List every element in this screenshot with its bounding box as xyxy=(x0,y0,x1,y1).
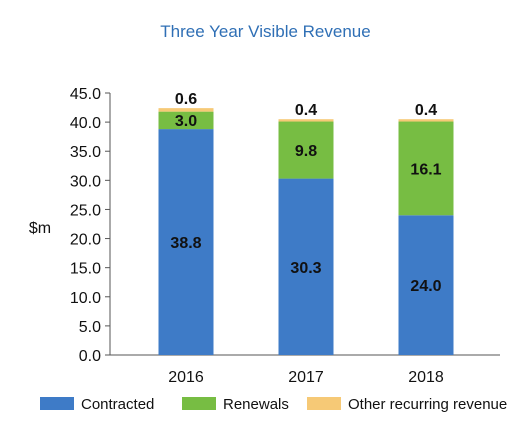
bar-contracted-2017 xyxy=(278,178,334,355)
legend-swatch-contracted xyxy=(40,397,74,410)
data-label: 24.0 xyxy=(410,278,441,295)
y-tick-label: 25.0 xyxy=(70,202,101,219)
y-tick-label: 45.0 xyxy=(70,86,101,103)
bar-renewals-2018 xyxy=(398,121,454,216)
y-tick-label: 5.0 xyxy=(79,319,101,336)
y-tick-label: 35.0 xyxy=(70,144,101,161)
data-label: 16.1 xyxy=(410,161,441,178)
legend-swatch-renewals xyxy=(182,397,216,410)
data-label: 30.3 xyxy=(290,260,321,277)
legend-label: Contracted xyxy=(81,396,154,413)
bar-other-recurring-revenue-2017 xyxy=(278,119,334,122)
data-label: 0.6 xyxy=(175,91,197,108)
data-label: 0.4 xyxy=(415,102,437,119)
y-tick-label: 30.0 xyxy=(70,173,101,190)
legend-label: Other recurring revenue xyxy=(348,396,507,413)
bar-other-recurring-revenue-2018 xyxy=(398,119,454,122)
chart-title: Three Year Visible Revenue xyxy=(160,22,371,41)
bar-other-recurring-revenue-2016 xyxy=(158,108,214,112)
y-tick-label: 10.0 xyxy=(70,290,101,307)
bar-renewals-2017 xyxy=(278,121,334,179)
y-tick-label: 40.0 xyxy=(70,115,101,132)
x-tick-label: 2018 xyxy=(408,369,444,386)
y-tick-label: 0.0 xyxy=(79,348,101,365)
data-label: 9.8 xyxy=(295,143,317,160)
bar-renewals-2016 xyxy=(158,111,214,130)
x-tick-label: 2016 xyxy=(168,369,204,386)
data-label: 3.0 xyxy=(175,113,197,130)
data-label: 0.4 xyxy=(295,102,317,119)
y-tick-label: 15.0 xyxy=(70,261,101,278)
y-axis-label: $m xyxy=(29,220,51,237)
bar-contracted-2016 xyxy=(158,129,214,355)
x-tick-label: 2017 xyxy=(288,369,324,386)
legend-label: Renewals xyxy=(223,396,289,413)
data-label: 38.8 xyxy=(170,235,201,252)
bar-contracted-2018 xyxy=(398,215,454,355)
legend-swatch-other-recurring-revenue xyxy=(307,397,341,410)
y-tick-label: 20.0 xyxy=(70,232,101,249)
